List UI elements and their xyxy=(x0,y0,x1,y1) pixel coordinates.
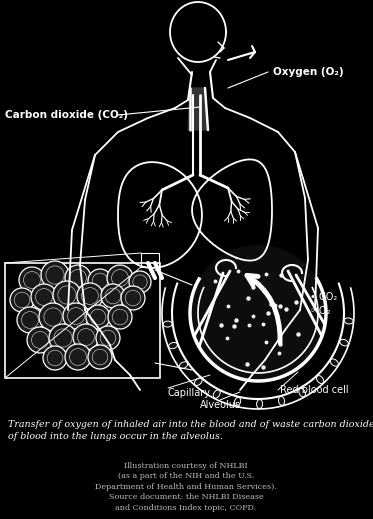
Circle shape xyxy=(88,269,112,293)
Ellipse shape xyxy=(330,359,338,366)
Circle shape xyxy=(107,265,133,291)
Circle shape xyxy=(27,327,53,353)
Circle shape xyxy=(53,281,81,309)
Circle shape xyxy=(77,283,103,309)
Ellipse shape xyxy=(257,400,263,408)
Circle shape xyxy=(86,305,110,329)
Ellipse shape xyxy=(169,343,178,349)
Circle shape xyxy=(129,271,151,293)
Circle shape xyxy=(63,303,89,329)
Circle shape xyxy=(108,305,132,329)
Text: Carbon dioxide (CO₂): Carbon dioxide (CO₂) xyxy=(5,110,128,120)
Bar xyxy=(141,253,159,267)
Ellipse shape xyxy=(234,397,241,406)
Ellipse shape xyxy=(163,321,172,327)
Circle shape xyxy=(41,261,69,289)
Text: Illustration courtesy of NHLBI
(as a part of the NIH and the U.S.
Department of : Illustration courtesy of NHLBI (as a par… xyxy=(95,462,277,512)
Text: Transfer of oxygen of inhaled air into the blood and of waste carbon dioxide
of : Transfer of oxygen of inhaled air into t… xyxy=(8,420,373,441)
Circle shape xyxy=(101,284,125,308)
Ellipse shape xyxy=(279,397,285,405)
Circle shape xyxy=(17,307,43,333)
Ellipse shape xyxy=(340,339,348,346)
Text: ◦ O₂: ◦ O₂ xyxy=(310,306,330,316)
Circle shape xyxy=(31,284,57,310)
Ellipse shape xyxy=(344,318,353,324)
Circle shape xyxy=(65,265,91,291)
Circle shape xyxy=(96,326,120,350)
Text: Oxygen (O₂): Oxygen (O₂) xyxy=(273,67,344,77)
Text: Red blood cell: Red blood cell xyxy=(280,385,349,395)
Circle shape xyxy=(190,245,326,381)
Ellipse shape xyxy=(299,388,305,397)
Text: Capillary: Capillary xyxy=(168,388,211,398)
Polygon shape xyxy=(188,88,208,130)
Ellipse shape xyxy=(213,390,220,398)
Circle shape xyxy=(49,324,77,352)
Circle shape xyxy=(121,286,145,310)
Circle shape xyxy=(65,344,91,370)
Bar xyxy=(5,263,160,378)
Ellipse shape xyxy=(179,362,188,368)
Text: Alveolus: Alveolus xyxy=(200,400,241,410)
Circle shape xyxy=(88,345,112,369)
Circle shape xyxy=(10,288,34,312)
Text: • CO₂: • CO₂ xyxy=(310,292,337,302)
Circle shape xyxy=(73,324,99,350)
Circle shape xyxy=(39,303,67,331)
Ellipse shape xyxy=(194,378,202,386)
Ellipse shape xyxy=(316,376,324,384)
Circle shape xyxy=(19,267,45,293)
Circle shape xyxy=(43,346,67,370)
